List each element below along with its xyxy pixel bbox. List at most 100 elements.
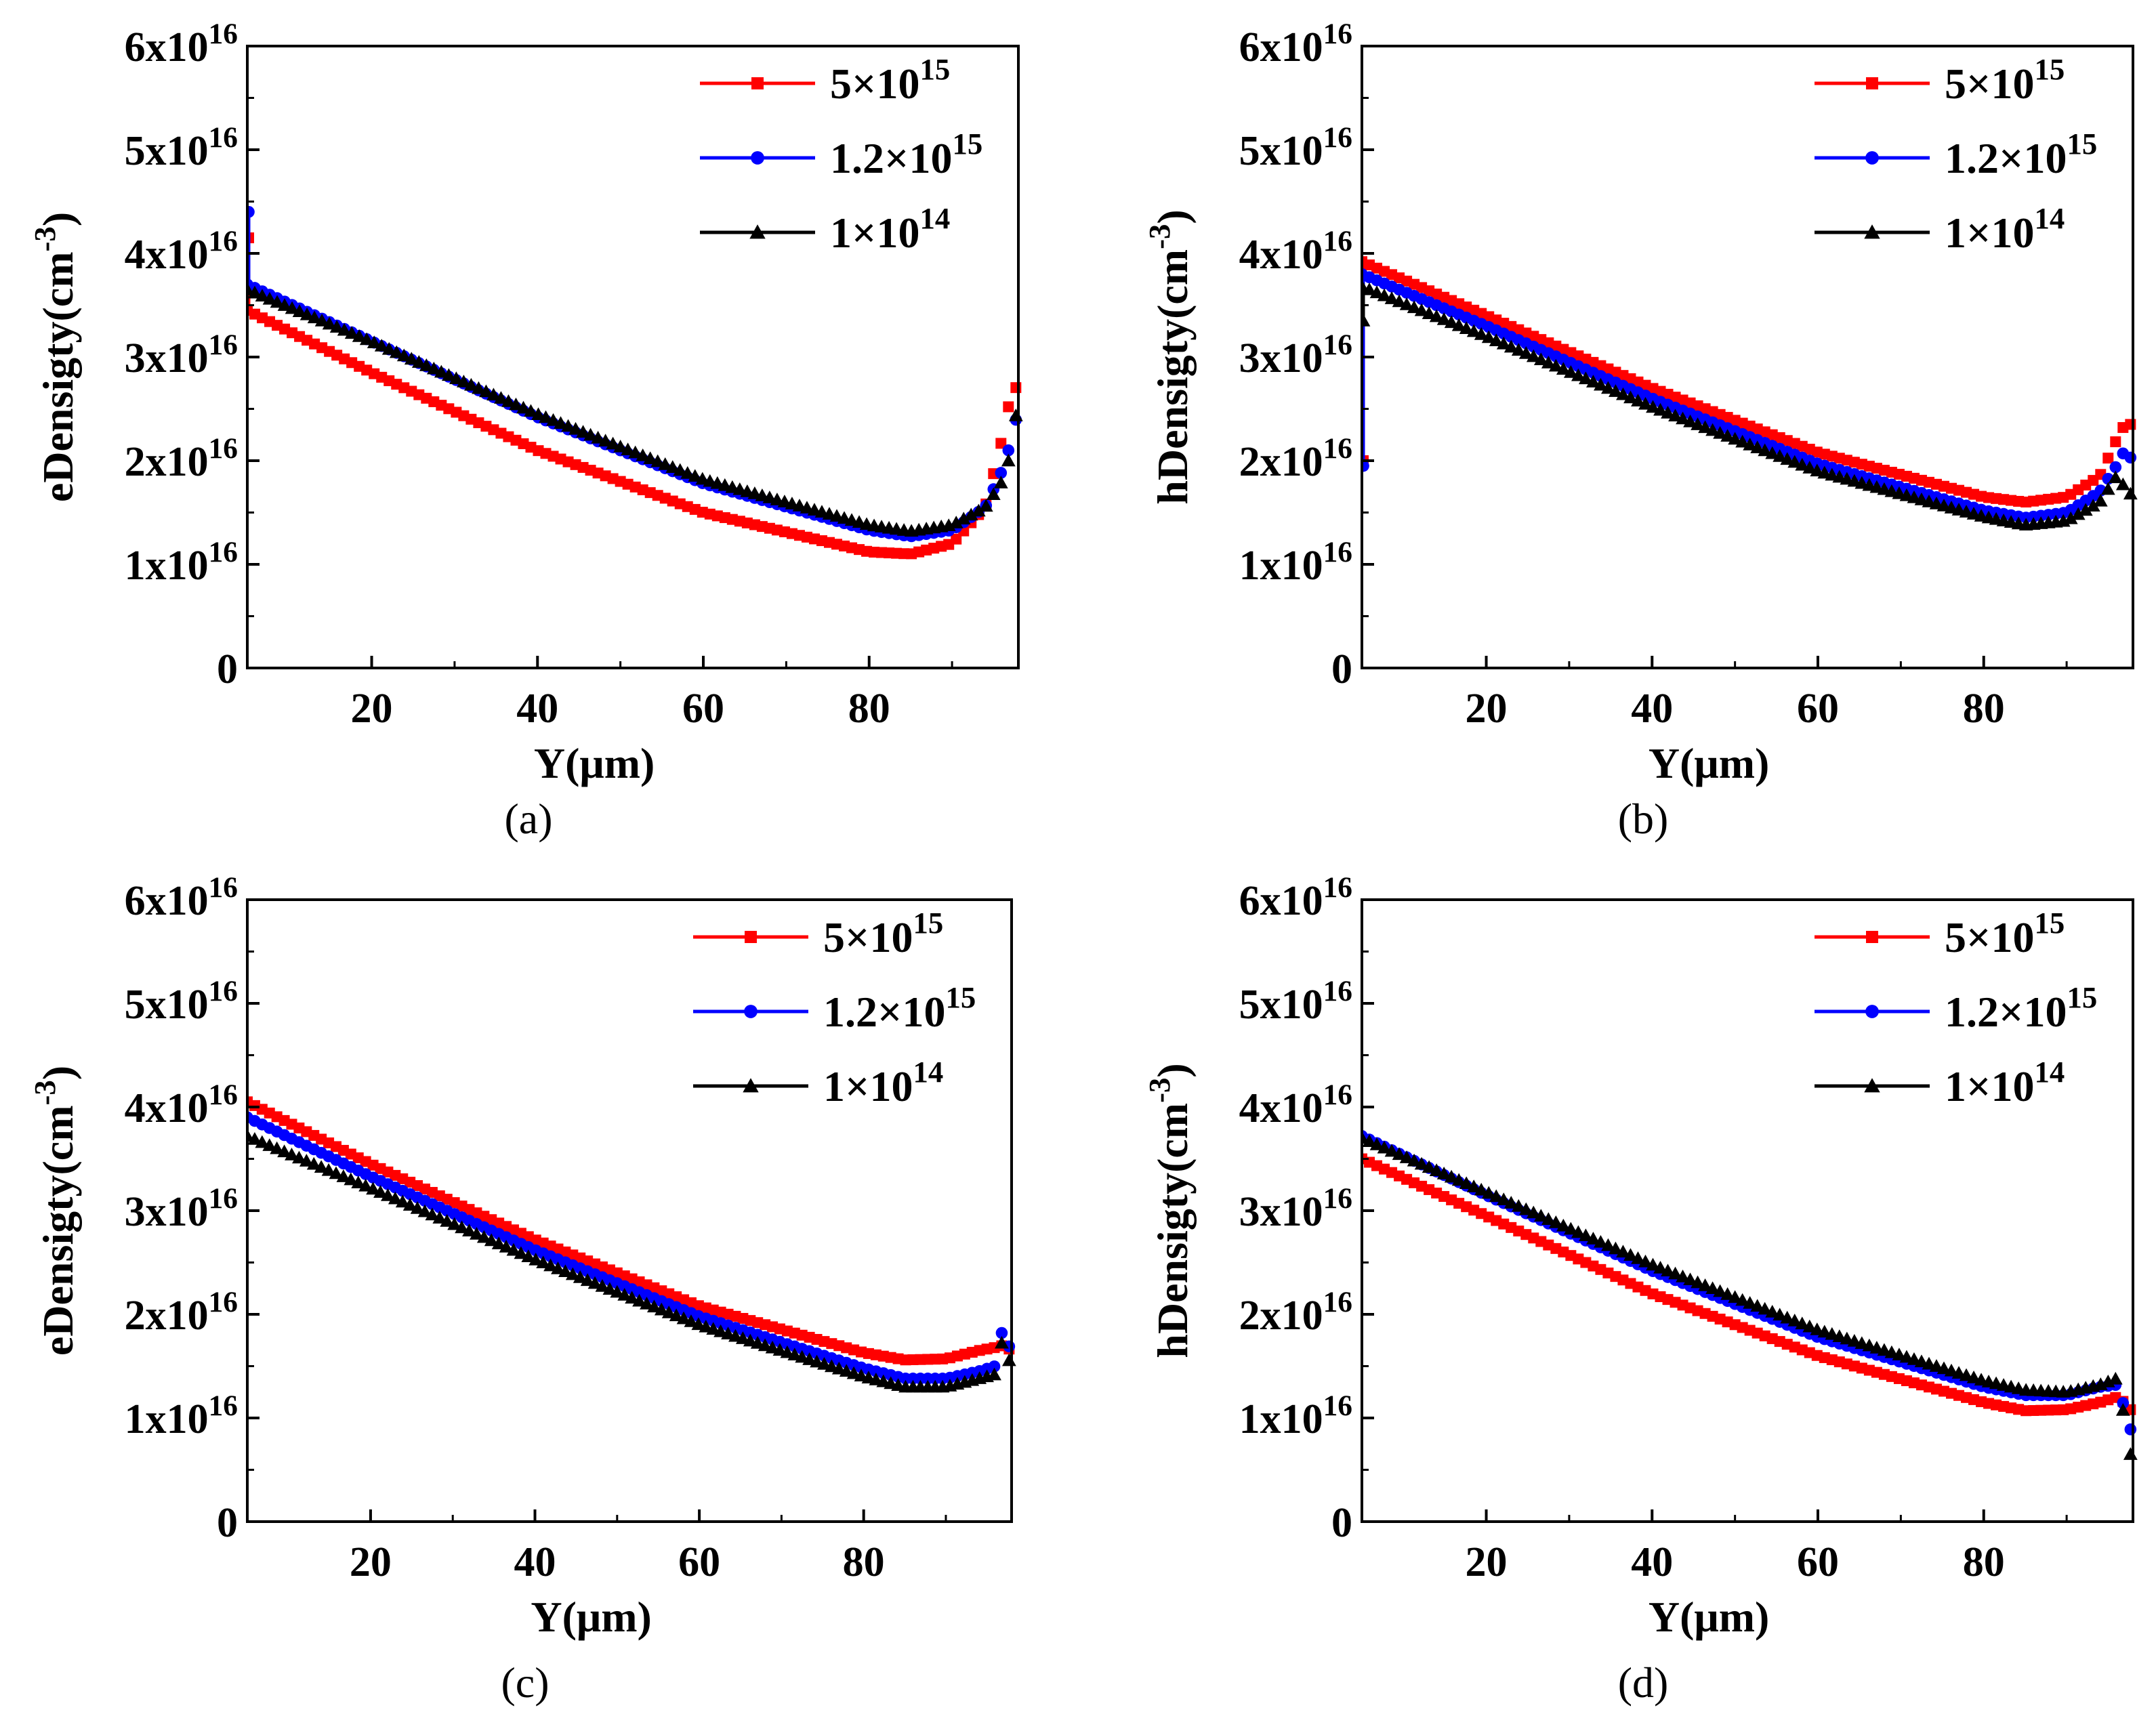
legend-label: 5×1015 (1945, 906, 2065, 961)
data-point (1489, 333, 1504, 346)
y-tick-label: 6x1016 (1239, 871, 1352, 924)
data-point (565, 1267, 580, 1280)
data-point (506, 1243, 521, 1256)
data-point (1407, 1153, 1422, 1167)
y-tick-label: 3x1016 (125, 329, 238, 381)
data-point (606, 436, 621, 450)
data-point (621, 442, 636, 456)
data-point (554, 416, 568, 429)
data-point (1661, 406, 1675, 419)
y-tick-label: 2x1016 (125, 432, 238, 485)
legend-label-base: 1.2×10 (830, 134, 952, 182)
data-point (285, 1147, 299, 1161)
y-tick-label-base: 1x10 (125, 1396, 209, 1442)
data-point (1466, 1179, 1481, 1192)
data-point (576, 425, 590, 438)
y-tick-label-base: 2x10 (1239, 1293, 1323, 1339)
data-point (2110, 436, 2121, 448)
data-point (1758, 1301, 1773, 1315)
data-point (1594, 1234, 1608, 1248)
y-tick-label-base: 6x10 (1239, 878, 1323, 924)
data-point (1511, 343, 1526, 356)
data-point (255, 289, 270, 302)
data-point (1526, 1205, 1541, 1219)
data-point (1407, 300, 1422, 314)
legend-marker (1866, 931, 1878, 943)
y-tick-label-sup: 16 (1323, 432, 1352, 465)
data-point (654, 1302, 669, 1316)
data-point (484, 1233, 499, 1247)
data-point (1451, 318, 1466, 331)
data-point (1705, 1281, 1720, 1295)
y-tick-label-base: 2x10 (125, 1293, 209, 1339)
x-axis-title: Y(μm) (1649, 739, 1769, 787)
data-point (1750, 440, 1765, 453)
data-point (1399, 297, 1414, 310)
data-point (455, 1220, 469, 1234)
data-point (1518, 1202, 1533, 1215)
data-point (1541, 1212, 1556, 1225)
data-point (1787, 1314, 1802, 1327)
data-point (1705, 423, 1720, 436)
legend-label-base: 1×10 (830, 209, 919, 257)
y-tick-label-sup: 16 (1323, 225, 1352, 257)
y-axis-title-sup: -3 (1142, 1078, 1176, 1103)
legend-marker (1866, 77, 1878, 89)
x-tick-label: 80 (843, 1539, 885, 1585)
panel-caption: (a) (504, 795, 552, 843)
data-point (1451, 1173, 1466, 1186)
data-point (650, 454, 665, 467)
series-1 (247, 1111, 1016, 1385)
data-point (1609, 384, 1623, 397)
data-point (366, 1182, 380, 1195)
y-tick-label-sup: 16 (209, 432, 238, 465)
data-point (1459, 1176, 1474, 1190)
data-point (322, 316, 337, 330)
data-point (561, 419, 575, 432)
data-point (583, 427, 598, 441)
legend-marker (1865, 151, 1879, 165)
data-point (2071, 507, 2086, 520)
legend-label-sup: 14 (919, 201, 950, 235)
data-point (509, 397, 523, 411)
data-point (344, 326, 359, 339)
data-point (591, 430, 606, 444)
data-point (314, 314, 329, 327)
y-tick-label-base: 3x10 (125, 335, 209, 381)
data-point (661, 1306, 676, 1318)
data-point (1377, 288, 1392, 301)
data-point (262, 1138, 277, 1151)
data-point (247, 1129, 255, 1142)
data-point (1399, 1150, 1414, 1163)
legend-label-sup: 14 (2034, 201, 2065, 235)
data-point (1646, 1257, 1660, 1271)
y-tick-label-base: 1x10 (1239, 1396, 1323, 1442)
data-point (2123, 1447, 2138, 1460)
y-tick-label-base: 5x10 (125, 128, 209, 174)
data-point (299, 307, 314, 320)
data-point (1466, 324, 1481, 337)
data-point (1384, 291, 1399, 304)
data-point (524, 404, 538, 417)
data-point (1429, 1163, 1444, 1176)
data-point (336, 1169, 351, 1182)
data-point (1001, 453, 1016, 467)
data-point (499, 1240, 514, 1253)
y-tick-label-base: 0 (1331, 1500, 1352, 1546)
data-point (1594, 377, 1608, 391)
y-tick-label-sup: 16 (209, 1286, 238, 1318)
legend-marker (1865, 1005, 1879, 1018)
legend-label: 1×1014 (1945, 1055, 2065, 1110)
data-point (528, 1252, 543, 1266)
y-axis-title: eDensigty(cm-3) (28, 212, 82, 502)
data-point (359, 332, 374, 346)
data-point (1787, 455, 1802, 468)
y-tick-label: 4x1016 (1239, 225, 1352, 278)
data-point (434, 364, 449, 378)
y-tick-label: 0 (1331, 1500, 1352, 1546)
data-point (1429, 309, 1444, 322)
data-point (449, 371, 463, 384)
data-point (1676, 411, 1690, 425)
